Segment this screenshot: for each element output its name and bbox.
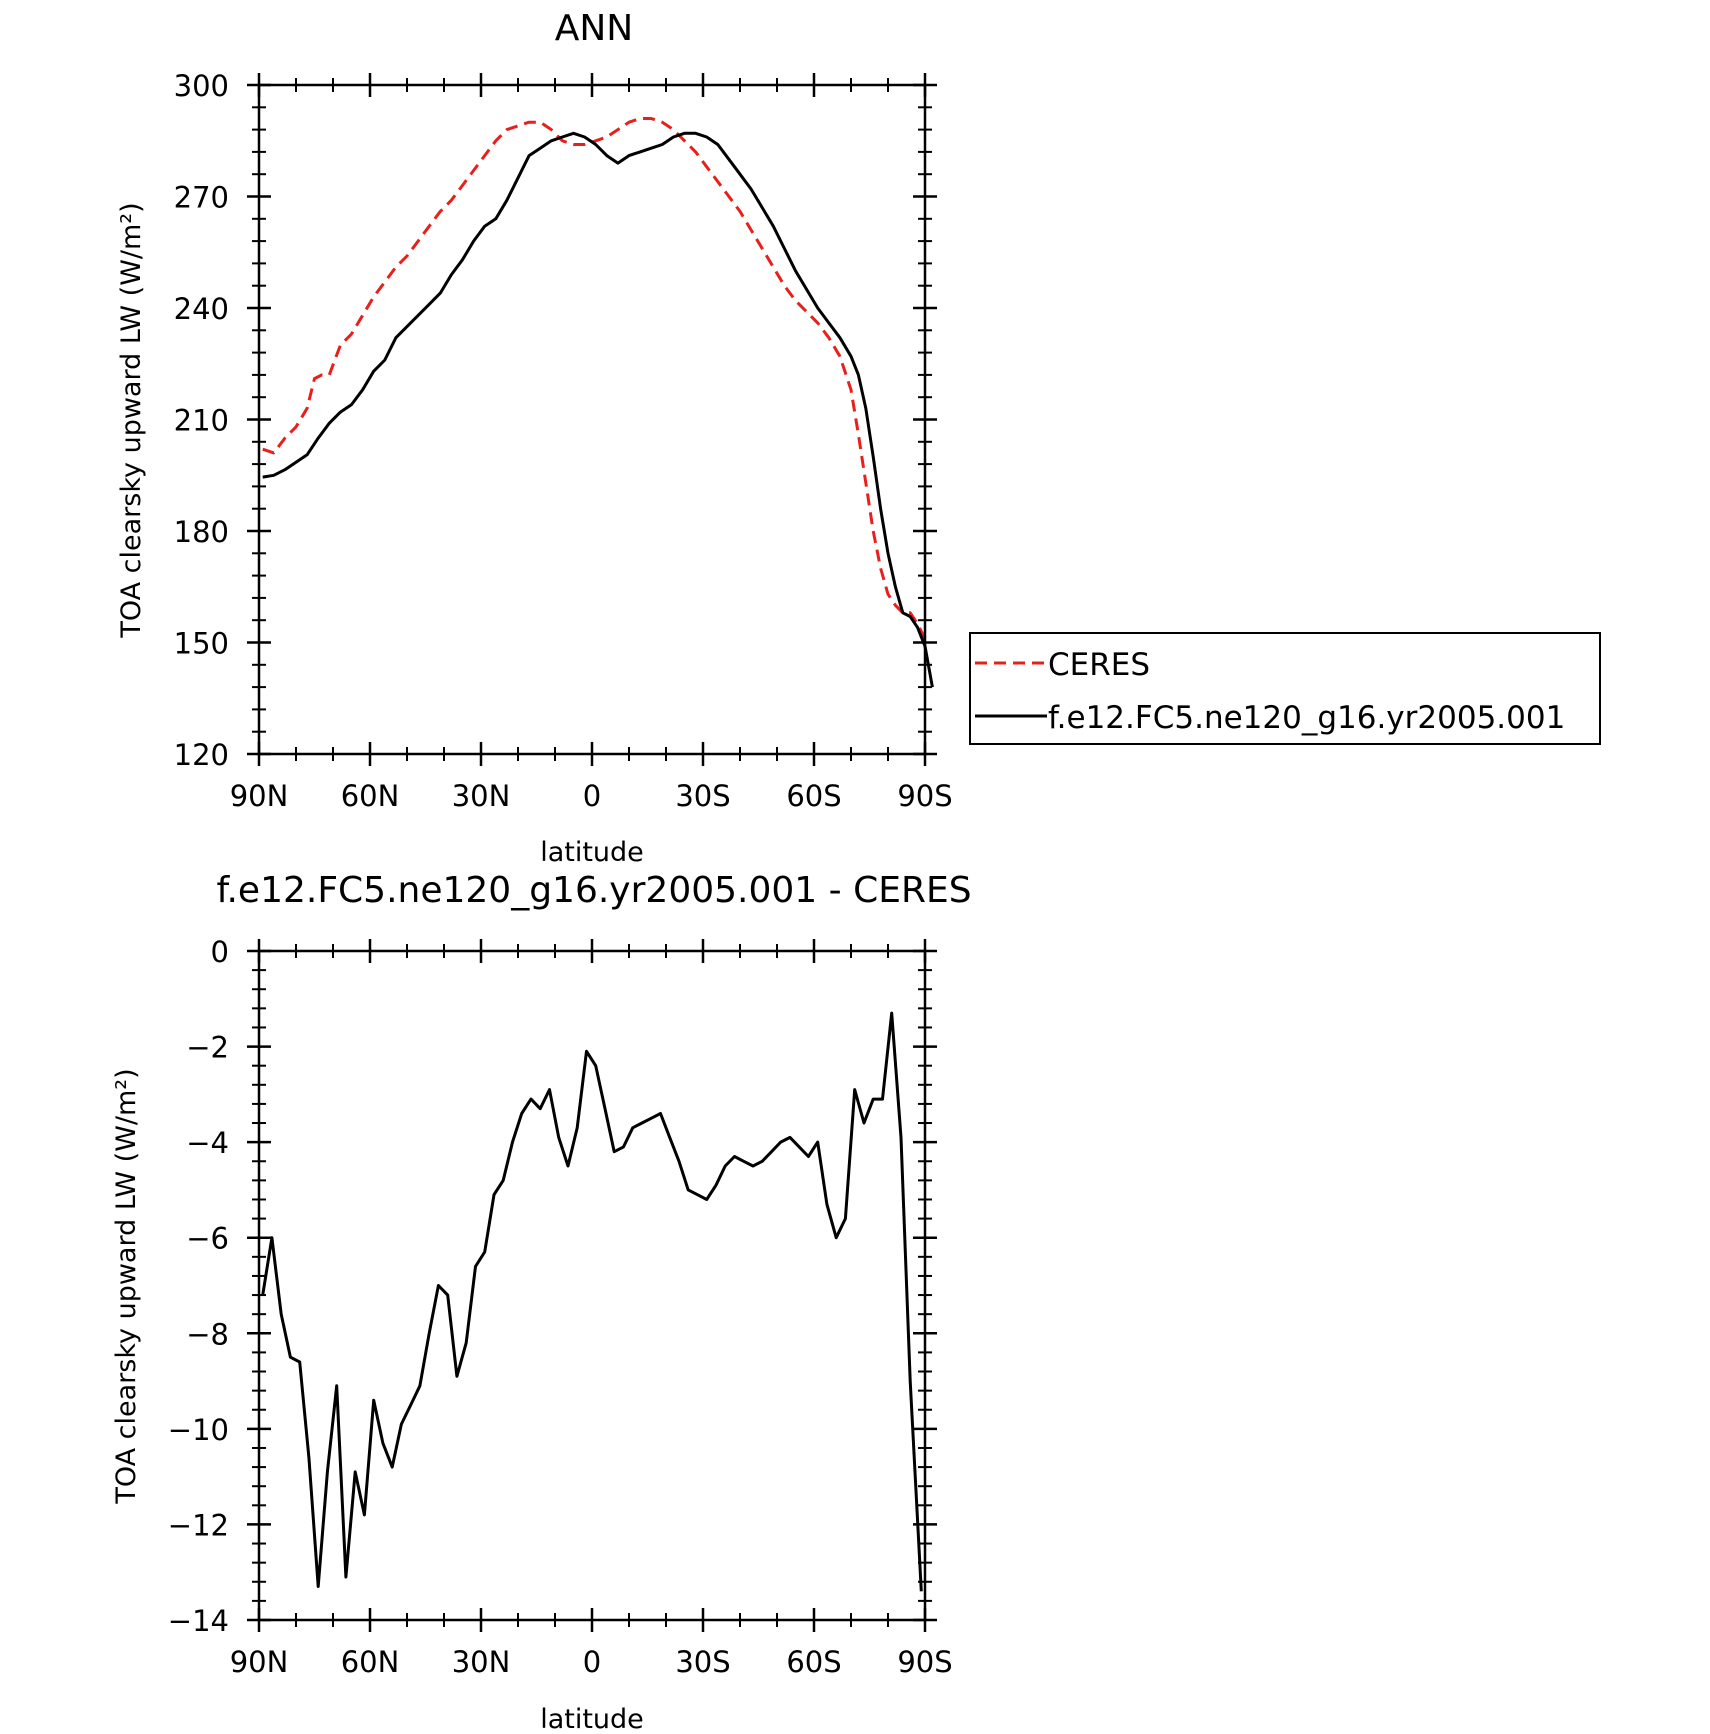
bottom-x-tick-label: 0: [583, 1645, 601, 1679]
top-y-tick-labels: 300 270 240 210 180 150 120: [174, 69, 229, 772]
bottom-y-tick-label: −14: [168, 1604, 229, 1638]
bottom-x-tick-label: 30N: [452, 1645, 511, 1679]
top-series-lines: [262, 117, 934, 688]
top-chart-title: ANN: [555, 8, 634, 49]
legend-box: [969, 632, 1601, 745]
top-axis-ticks: [247, 73, 937, 766]
top-y-tick-label: 150: [174, 627, 229, 661]
top-x-tick-label: 0: [583, 779, 601, 813]
bottom-x-tick-label: 30S: [675, 1645, 730, 1679]
top-x-axis-label: latitude: [540, 837, 644, 868]
bottom-chart-title: f.e12.FC5.ne120_g16.yr2005.001 - CERES: [216, 870, 971, 911]
bottom-y-tick-label: −6: [186, 1222, 229, 1256]
top-series-line-1: [262, 131, 934, 688]
top-x-tick-label: 60N: [341, 779, 400, 813]
top-x-tick-label: 90S: [897, 779, 952, 813]
bottom-series-lines: [261, 1011, 923, 1592]
top-x-tick-label: 30N: [452, 779, 511, 813]
top-y-tick-label: 300: [174, 69, 229, 103]
top-x-tick-label: 90N: [230, 779, 289, 813]
bottom-x-tick-label: 60S: [786, 1645, 841, 1679]
legend-label-ceres: CERES: [1048, 647, 1150, 683]
bottom-x-tick-label: 60N: [341, 1645, 400, 1679]
bottom-y-tick-labels: 0 −2 −4 −6 −8 −10 −12 −14: [168, 935, 229, 1638]
bottom-y-tick-label: −4: [186, 1126, 229, 1160]
top-y-tick-label: 180: [174, 515, 229, 549]
legend-label-model: f.e12.FC5.ne120_g16.yr2005.001: [1048, 700, 1565, 736]
bottom-y-tick-label: −8: [186, 1317, 229, 1351]
top-y-tick-label: 240: [174, 292, 229, 326]
bottom-y-tick-label: 0: [211, 935, 229, 969]
bottom-plot-frame: [257, 949, 927, 1622]
top-panel: ANN 300 270 240 210 180 150 120 90N 60N 30N 0 30S 6…: [116, 8, 953, 868]
bottom-y-tick-label: −2: [186, 1031, 229, 1065]
bottom-x-tick-labels: 90N 60N 30N 0 30S 60S 90S: [230, 1645, 953, 1679]
top-y-tick-label: 120: [174, 738, 229, 772]
bottom-x-tick-label: 90S: [897, 1645, 952, 1679]
top-series-line-0: [262, 117, 927, 640]
top-plot-frame: [257, 83, 927, 756]
top-y-tick-label: 210: [174, 404, 229, 438]
top-y-tick-label: 270: [174, 181, 229, 215]
legend: CERES f.e12.FC5.ne120_g16.yr2005.001: [969, 632, 1601, 745]
bottom-y-axis-label: TOA clearsky upward LW (W/m²): [111, 1068, 142, 1504]
top-x-tick-label: 30S: [675, 779, 730, 813]
bottom-x-tick-label: 90N: [230, 1645, 289, 1679]
bottom-y-tick-label: −12: [168, 1508, 229, 1542]
top-x-tick-labels: 90N 60N 30N 0 30S 60S 90S: [230, 779, 953, 813]
top-y-axis-label: TOA clearsky upward LW (W/m²): [116, 202, 147, 638]
bottom-series-line-0: [261, 1011, 923, 1592]
bottom-y-tick-label: −10: [168, 1413, 229, 1447]
bottom-panel: f.e12.FC5.ne120_g16.yr2005.001 - CERES 0…: [111, 870, 972, 1734]
top-x-tick-label: 60S: [786, 779, 841, 813]
bottom-x-axis-label: latitude: [540, 1704, 644, 1734]
